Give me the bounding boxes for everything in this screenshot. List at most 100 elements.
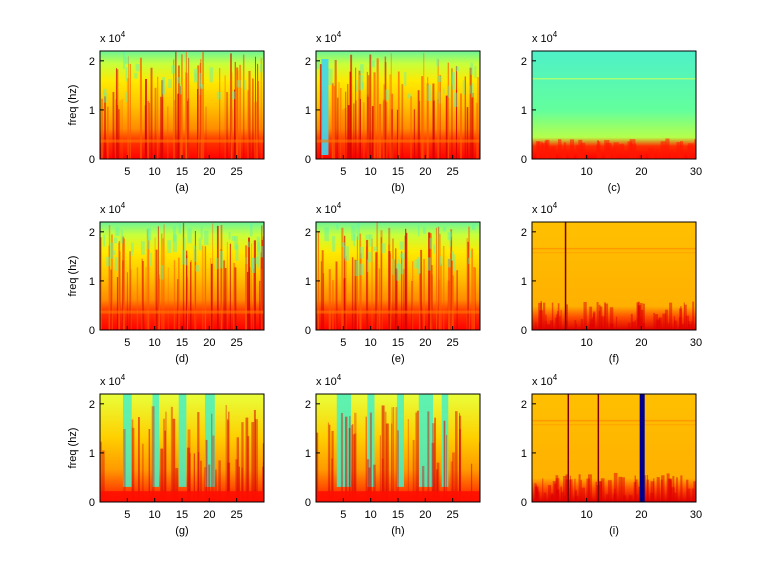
axes-frame: [531, 221, 697, 331]
y-tick-label: 2: [521, 56, 527, 68]
y-tick-label: 0: [89, 154, 95, 166]
axes-frame: [531, 50, 697, 160]
x-tick-label: 20: [419, 509, 431, 521]
y-tick-label: 2: [521, 399, 527, 411]
y-axis-label: freq (hz): [67, 256, 79, 297]
y-tick-label: 0: [305, 154, 311, 166]
x-tick-label: 25: [447, 509, 459, 521]
x-tick-label: 25: [231, 509, 243, 521]
spectrogram-image: [316, 394, 480, 502]
spectrogram-image: [100, 394, 264, 502]
quiet-gap: [367, 394, 375, 487]
x-tick-label: 10: [149, 166, 161, 178]
y-tick-label: 1: [521, 276, 527, 288]
y-exponent-label: x 104: [100, 30, 126, 45]
y-exponent-label: x 104: [532, 201, 558, 216]
y-tick-label: 0: [521, 497, 527, 509]
subplot-f: 0 1 2 10 20 30 x 104 (f): [521, 201, 702, 365]
x-tick-label: 30: [690, 509, 702, 521]
x-tick-label: 15: [392, 509, 404, 521]
x-tick-label: 25: [231, 337, 243, 349]
panel-label: (i): [609, 525, 619, 537]
x-tick-label: 5: [124, 509, 130, 521]
x-tick-label: 10: [581, 337, 593, 349]
x-tick-label: 25: [231, 166, 243, 178]
y-axis-label: freq (hz): [67, 85, 79, 126]
y-tick-label: 1: [89, 105, 95, 117]
axes-frame: [531, 393, 697, 503]
y-tick-label: 0: [521, 325, 527, 337]
x-tick-label: 30: [690, 337, 702, 349]
y-tick-label: 0: [89, 325, 95, 337]
x-tick-label: 20: [635, 509, 647, 521]
x-tick-label: 10: [365, 166, 377, 178]
dropout-line: [564, 222, 567, 330]
y-exponent-label: x 104: [316, 201, 342, 216]
quiet-gap: [178, 394, 187, 487]
y-exponent-label: x 104: [532, 30, 558, 45]
spectrogram-image: [532, 394, 696, 502]
x-tick-label: 15: [176, 166, 188, 178]
y-tick-label: 2: [305, 56, 311, 68]
y-tick-label: 2: [89, 227, 95, 239]
x-tick-label: 20: [203, 337, 215, 349]
spectrogram-image: [100, 222, 264, 330]
x-tick-label: 5: [124, 337, 130, 349]
y-axis-label: freq (hz): [67, 428, 79, 469]
y-tick-label: 2: [305, 399, 311, 411]
x-tick-label: 25: [447, 337, 459, 349]
spectrogram-image: [100, 51, 264, 159]
dropout-band: [639, 394, 645, 502]
x-tick-label: 10: [149, 509, 161, 521]
x-tick-label: 20: [419, 166, 431, 178]
y-exponent-label: x 104: [100, 201, 126, 216]
y-tick-label: 0: [521, 154, 527, 166]
y-tick-label: 2: [305, 227, 311, 239]
x-tick-label: 5: [340, 509, 346, 521]
quiet-gap: [152, 394, 160, 487]
x-tick-label: 20: [203, 166, 215, 178]
y-tick-label: 0: [89, 497, 95, 509]
y-exponent-label: x 104: [316, 30, 342, 45]
y-exponent-label: x 104: [532, 373, 558, 388]
panel-label: (a): [175, 182, 188, 194]
y-exponent-label: x 104: [316, 373, 342, 388]
spectrogram-image: [316, 222, 480, 330]
y-tick-label: 2: [521, 227, 527, 239]
y-tick-label: 1: [521, 105, 527, 117]
x-tick-label: 5: [124, 166, 130, 178]
panel-label: (g): [175, 525, 188, 537]
y-tick-label: 1: [305, 276, 311, 288]
y-exponent-label: x 104: [100, 373, 126, 388]
y-tick-label: 0: [305, 497, 311, 509]
quiet-gap: [418, 394, 433, 487]
spectrogram-image: [532, 51, 696, 159]
spectrogram-image: [316, 51, 480, 159]
x-tick-label: 20: [635, 337, 647, 349]
quiet-gap: [204, 394, 215, 487]
x-tick-label: 10: [149, 337, 161, 349]
quiet-gap: [122, 394, 132, 487]
x-tick-label: 10: [581, 509, 593, 521]
quiet-gap: [321, 59, 329, 155]
y-tick-label: 0: [305, 325, 311, 337]
y-tick-label: 1: [89, 276, 95, 288]
x-tick-label: 30: [690, 166, 702, 178]
x-tick-label: 15: [176, 509, 188, 521]
x-tick-label: 20: [419, 337, 431, 349]
y-tick-label: 1: [305, 105, 311, 117]
x-tick-label: 10: [581, 166, 593, 178]
y-tick-label: 1: [521, 448, 527, 460]
y-tick-label: 2: [89, 56, 95, 68]
panel-label: (c): [608, 182, 621, 194]
x-tick-label: 10: [365, 337, 377, 349]
x-tick-label: 15: [392, 166, 404, 178]
x-tick-label: 20: [635, 166, 647, 178]
